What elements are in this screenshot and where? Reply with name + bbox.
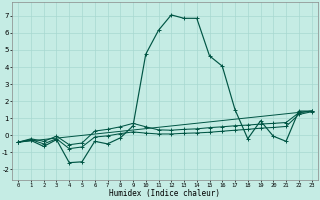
X-axis label: Humidex (Indice chaleur): Humidex (Indice chaleur) (109, 189, 220, 198)
